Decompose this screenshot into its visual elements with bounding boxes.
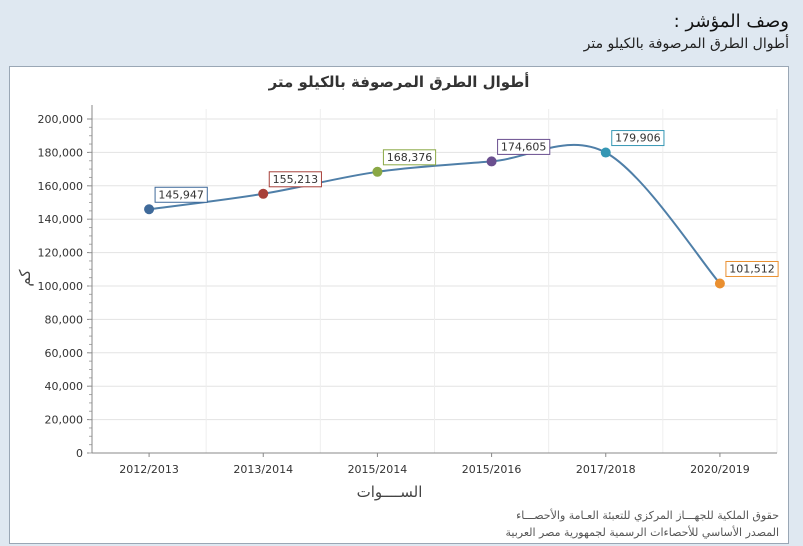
indicator-subtitle: أطوال الطرق المرصوفة بالكيلو متر (583, 36, 789, 52)
x-tick-label: 2015/2016 (462, 463, 522, 476)
data-label-box (382, 149, 437, 166)
y-tick-label: 100,000 (38, 280, 84, 293)
data-point (144, 204, 155, 215)
data-label: 101,512 (729, 262, 775, 275)
data-label-box (268, 171, 322, 188)
data-point (600, 147, 611, 158)
data-point (258, 188, 269, 199)
data-label: 179,906 (615, 132, 661, 145)
data-label: 168,376 (387, 151, 433, 164)
copyright-note: حقوق الملكية للجهـــاز المركزي للتعبئة ا… (516, 509, 779, 522)
x-tick-label: 2017/2018 (576, 463, 636, 476)
y-tick-label: 140,000 (38, 213, 84, 226)
x-tick-label: 2013/2014 (233, 463, 293, 476)
data-label: 174,605 (501, 140, 547, 153)
chart-title: أطوال الطرق المرصوفة بالكيلو متر (268, 73, 530, 91)
series-line (148, 143, 721, 285)
data-label: 155,213 (273, 173, 319, 186)
y-axis-title: كم (16, 269, 34, 287)
indicator-header: وصف المؤشر : أطوال الطرق المرصوفة بالكيل… (584, 10, 789, 54)
y-tick-label: 40,000 (45, 380, 84, 393)
source-note: المصدر الأساسي للأحصاءات الرسمية لجمهوري… (505, 526, 779, 539)
data-label: 145,947 (158, 188, 204, 201)
data-label-box (154, 186, 208, 203)
x-tick-label: 2015/2014 (348, 463, 408, 476)
x-axis-title: الســــوات (357, 483, 423, 501)
y-tick-label: 120,000 (38, 247, 84, 260)
data-point (486, 156, 497, 167)
y-tick-label: 80,000 (45, 313, 84, 326)
y-tick-label: 180,000 (38, 146, 84, 159)
line-chart: 0 20,000 40,000 60,000 80,000 100,000 120,000 1… (16, 105, 779, 501)
data-point (714, 278, 725, 289)
y-tick-label: 160,000 (38, 180, 84, 193)
chart-panel: أطوال الطرق المرصوفة بالكيلو متر 0 20,000… (9, 66, 789, 544)
y-tick-label: 0 (76, 447, 83, 460)
data-label-box (725, 260, 779, 277)
x-tick-label: 2020/2019 (690, 463, 750, 476)
x-tick-label: 2012/2013 (119, 463, 179, 476)
y-tick-label: 200,000 (38, 113, 84, 126)
indicator-title: وصف المؤشر : (673, 11, 789, 32)
y-tick-label: 60,000 (45, 347, 84, 360)
data-label-box (497, 138, 551, 155)
y-tick-label: 20,000 (45, 414, 84, 427)
data-label-box (611, 130, 665, 147)
data-point (372, 166, 383, 177)
